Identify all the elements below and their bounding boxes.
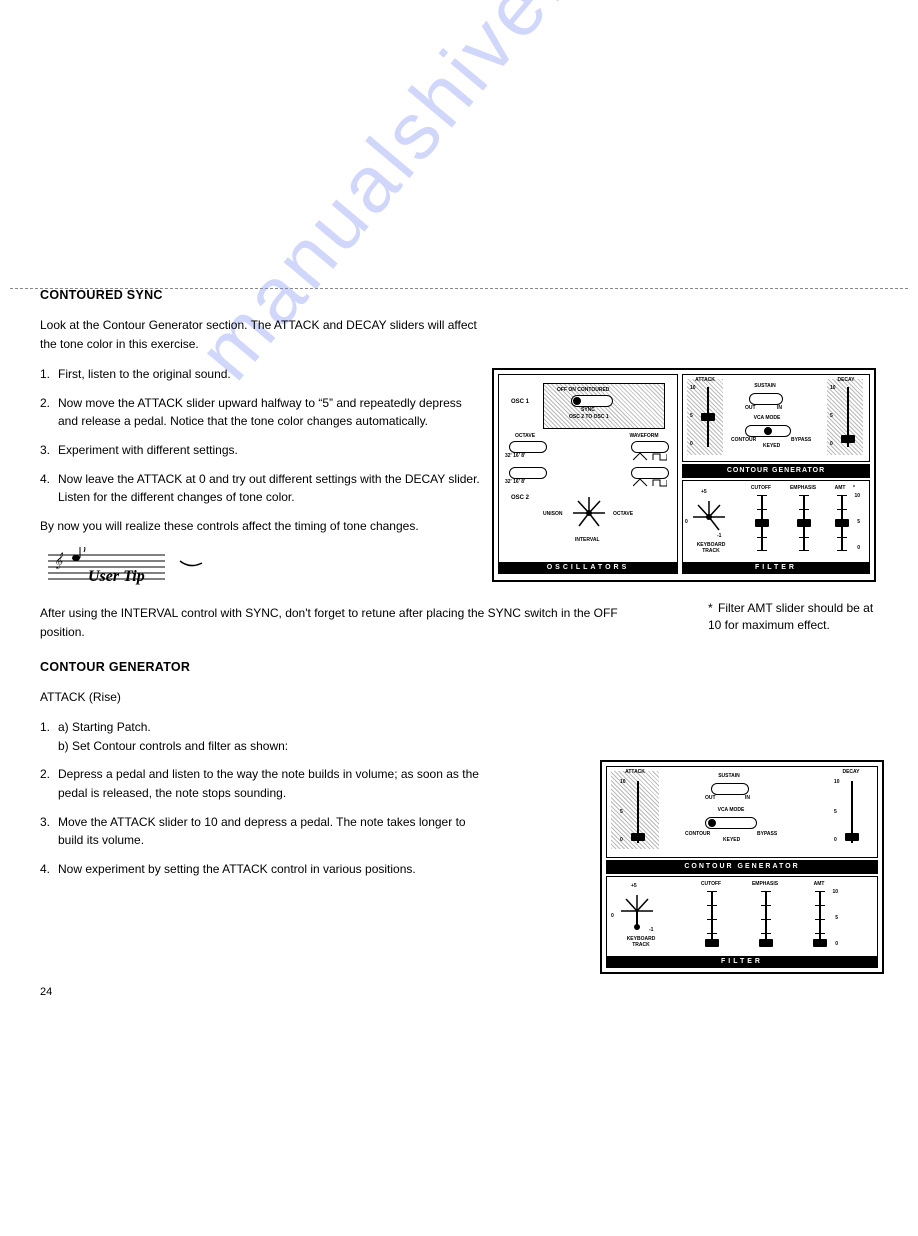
cutoff-label: CUTOFF (691, 881, 731, 887)
section-heading-contour-generator: CONTOUR GENERATOR (40, 660, 878, 674)
amt-label: AMT (805, 881, 833, 887)
page-number: 24 (40, 986, 52, 998)
section1-closing: By now you will realize these controls a… (40, 517, 480, 536)
step-text: Now experiment by setting the ATTACK con… (58, 860, 416, 879)
step-text: Move the ATTACK slider to 10 and depress… (58, 813, 480, 850)
user-tip-graphic: 𝄞 User Tip (40, 547, 210, 594)
section-heading-contoured-sync: CONTOURED SYNC (40, 288, 878, 302)
step-text: Now leave the ATTACK at 0 and try out di… (58, 470, 480, 507)
filter-title: FILTER (607, 956, 877, 967)
step-number: 1. (40, 365, 58, 384)
user-tip-label: User Tip (88, 568, 145, 585)
section2-subheading: ATTACK (Rise) (40, 688, 480, 707)
step-text: Now move the ATTACK slider upward halfwa… (58, 394, 480, 431)
step-number: 2. (40, 765, 58, 802)
step-number: 3. (40, 813, 58, 850)
step-number: 1. (40, 718, 58, 755)
step-text: Depress a pedal and listen to the way th… (58, 765, 480, 802)
keyboard-track-label: KEYBOARD TRACK (619, 937, 663, 948)
step-text: First, listen to the original sound. (58, 365, 231, 384)
step-number: 3. (40, 441, 58, 460)
step-number: 2. (40, 394, 58, 431)
filter-module: +5 0 -1 KEYBOARD TRACK CUTOFF EMPHASIS A… (606, 876, 878, 968)
cutoff-slider (703, 891, 721, 947)
step-number: 4. (40, 470, 58, 507)
emphasis-slider (757, 891, 775, 947)
section1-intro: Look at the Contour Generator section. T… (40, 316, 480, 353)
step-text: Experiment with different settings. (58, 441, 238, 460)
amt-slider: 10 5 0 (811, 891, 829, 947)
section1-tip-text: After using the INTERVAL control with SY… (40, 604, 660, 641)
keyboard-track-dial (617, 891, 657, 931)
step-number: 4. (40, 860, 58, 879)
section2-steps: 1.a) Starting Patch. b) Set Contour cont… (40, 718, 480, 878)
emphasis-label: EMPHASIS (741, 881, 789, 887)
step-text: a) Starting Patch. b) Set Contour contro… (58, 718, 288, 755)
section1-steps: 1.First, listen to the original sound. 2… (40, 365, 480, 507)
